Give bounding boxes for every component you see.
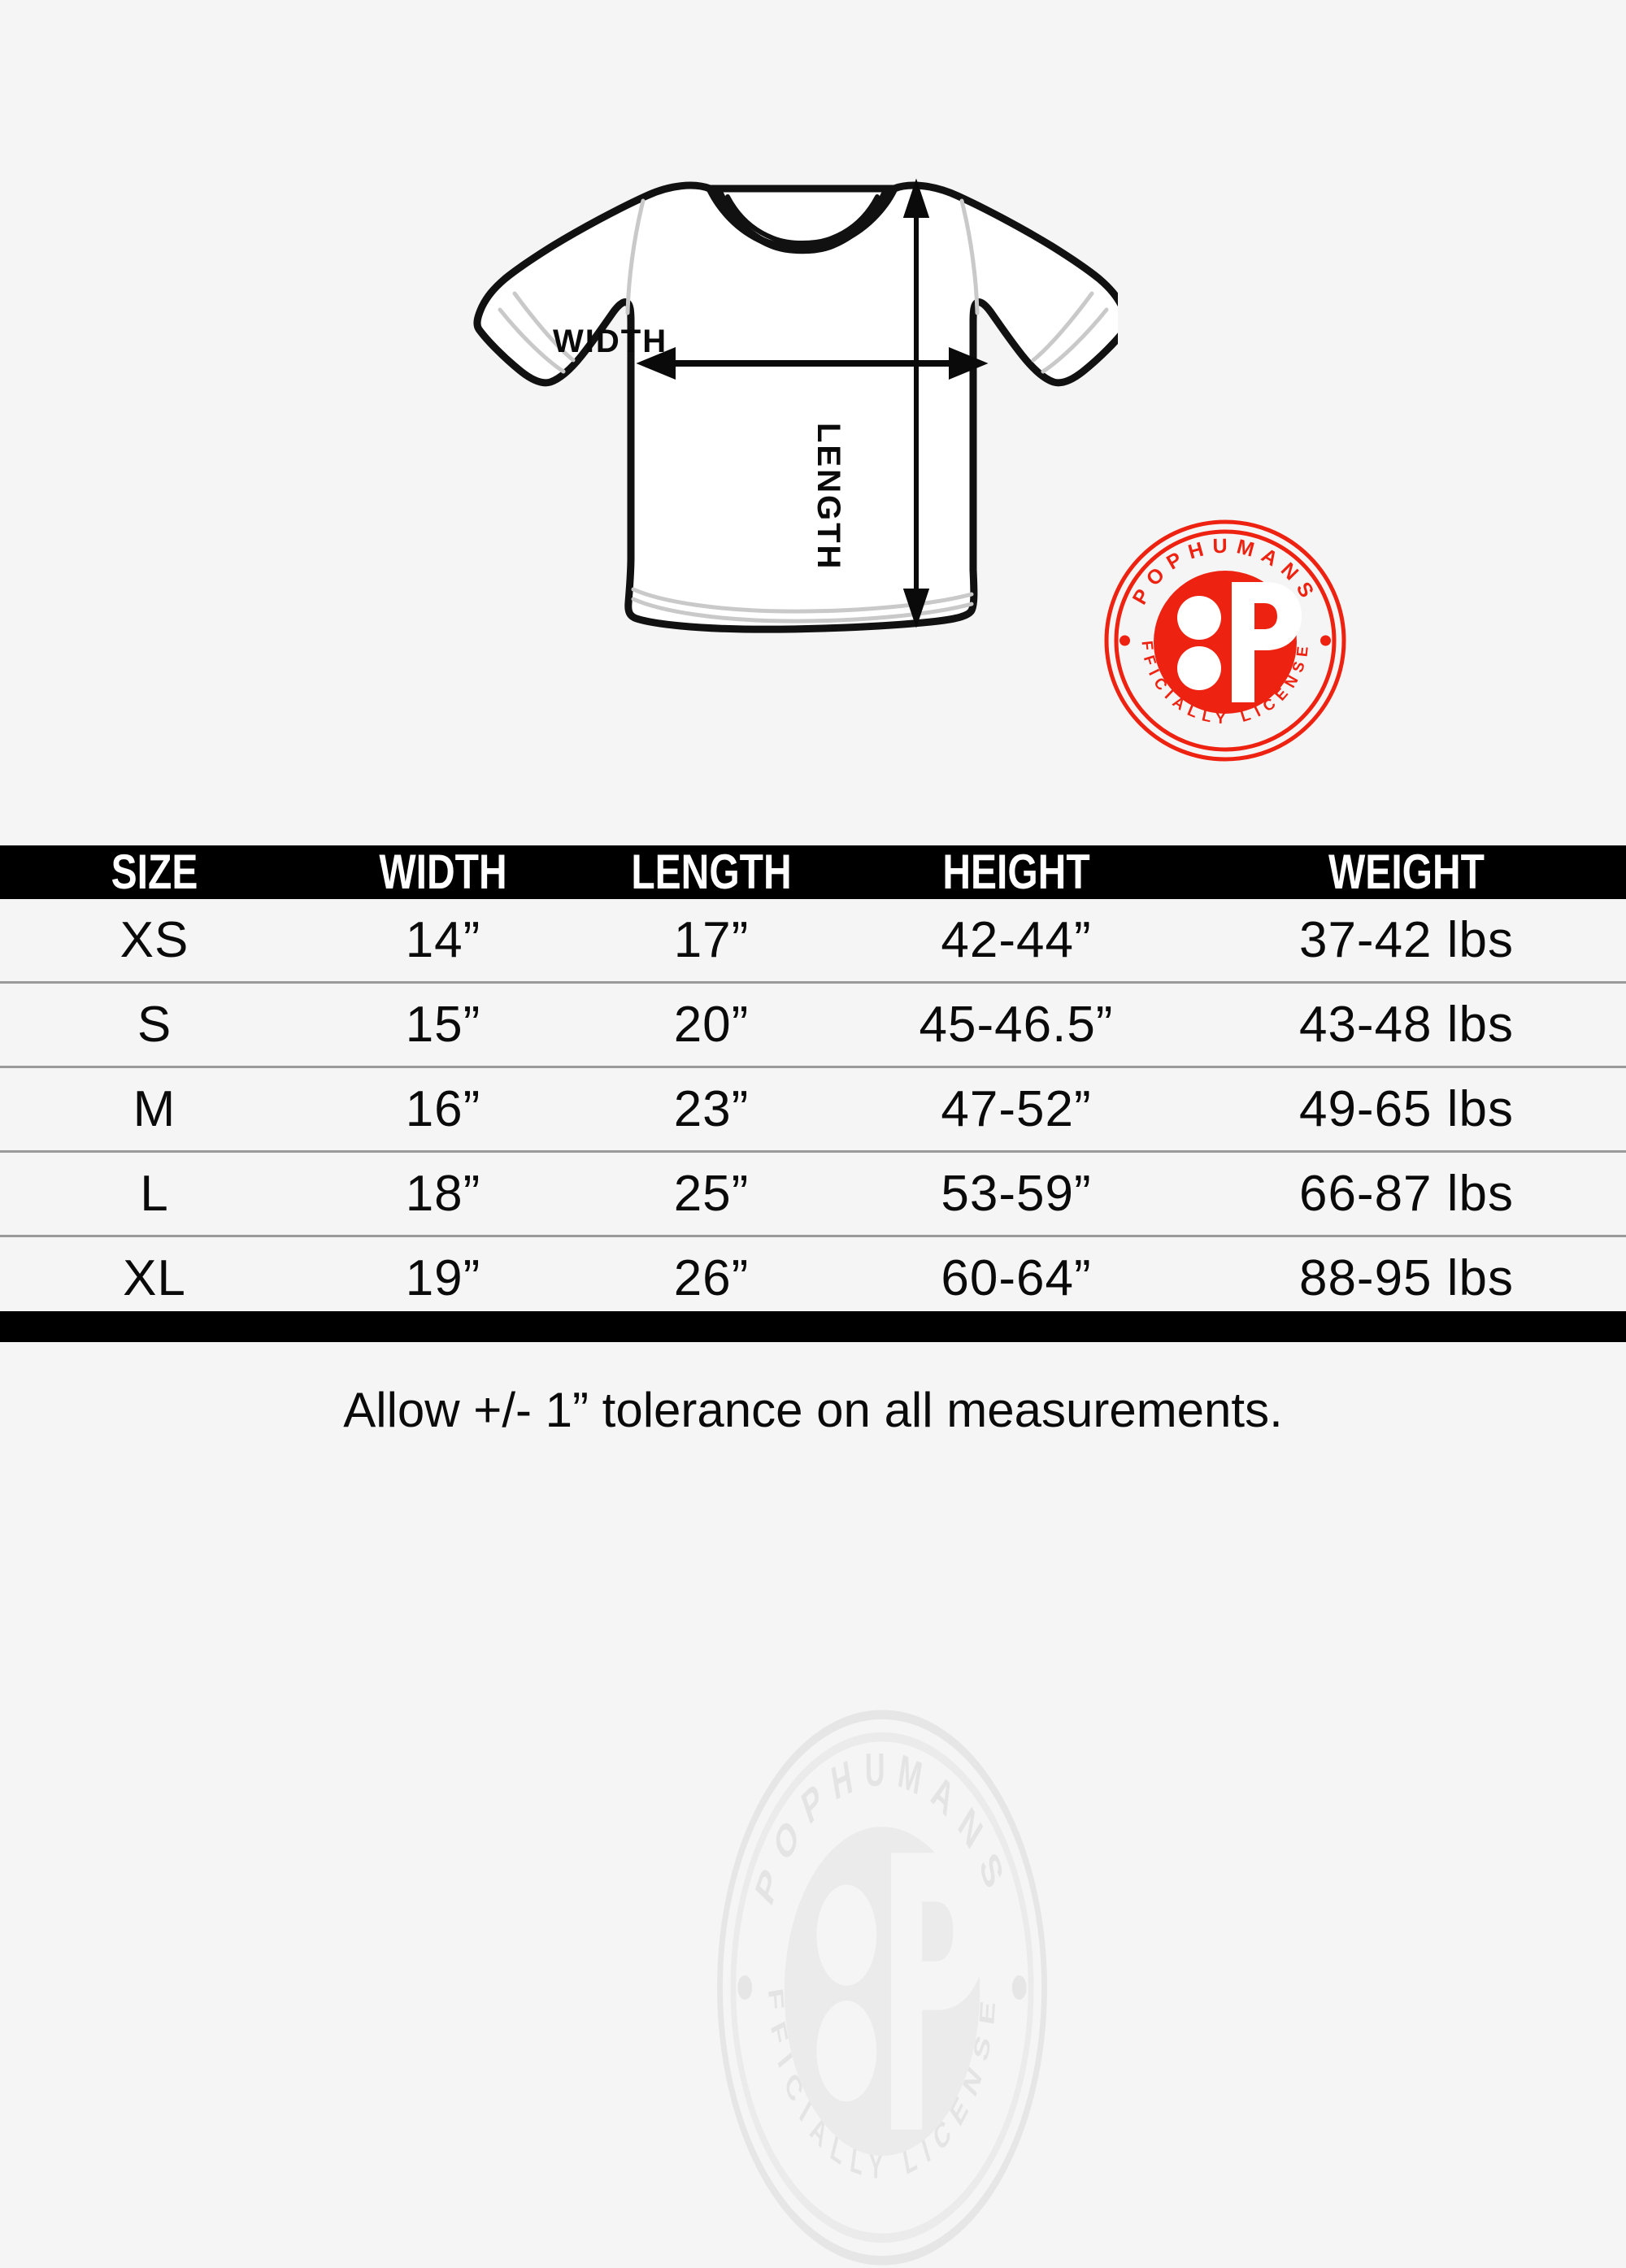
size-chart-table-container: POPHUMANS OFFICIALLY LICENSED SIZE WIDTH…	[0, 845, 1626, 2266]
logo-dot-left	[1120, 635, 1130, 646]
table-body: XS 14” 17” 42-44” 37-42 lbs S 15” 20” 45…	[0, 899, 1626, 1319]
watermark-bottom-arc-text: OFFICIALLY LICENSED	[715, 1707, 1001, 2187]
logo-outer-ring	[1104, 519, 1346, 762]
watermark-dot-lower	[816, 2001, 877, 2102]
cell-weight: 37-42 lbs	[1298, 912, 1515, 968]
length-measurement-label: LENGTH	[811, 423, 846, 571]
cell-length: 25”	[577, 1150, 846, 1236]
table-bottom-rule	[0, 1311, 1626, 1342]
cell-length: 26”	[577, 1235, 846, 1319]
cell-weight: 43-48 lbs	[1187, 981, 1626, 1067]
cell-width: 19”	[309, 1235, 577, 1319]
cell-height: 45-46.5”	[846, 981, 1187, 1067]
table-row: S 15” 20” 45-46.5” 43-48 lbs	[0, 981, 1626, 1067]
cell-length: 20”	[577, 981, 846, 1067]
cell-width: 16”	[309, 1066, 577, 1152]
size-chart-table: SIZE WIDTH LENGTH HEIGHT WEIGHT XS 14” 1…	[0, 845, 1626, 1319]
watermark-center-disc	[784, 1827, 980, 2156]
cell-length: 23”	[577, 1066, 846, 1152]
cell-width: 18”	[309, 1150, 577, 1236]
pophumans-watermark: POPHUMANS OFFICIALLY LICENSED	[715, 1707, 1047, 2266]
cell-weight: 49-65 lbs	[1187, 1066, 1626, 1152]
cell-length: 17”	[673, 912, 750, 968]
column-header-weight: WEIGHT	[1328, 845, 1485, 899]
table-row: XL 19” 26” 60-64” 88-95 lbs	[0, 1235, 1626, 1319]
pophumans-logo: POPHUMANS OFFICIALLY LICENSED	[1103, 519, 1346, 762]
illustration-area: WIDTH LENGTH POPHUMANS OFFICIALLY LICENS…	[0, 0, 1626, 845]
cell-size: S	[0, 981, 309, 1067]
width-measurement-label: WIDTH	[553, 324, 668, 359]
table-row: M 16” 23” 47-52” 49-65 lbs	[0, 1066, 1626, 1152]
cell-height: 42-44”	[941, 912, 1092, 968]
watermark-monogram-p	[890, 1853, 987, 2130]
cell-width: 14”	[405, 912, 481, 968]
logo-monogram-p	[1232, 582, 1302, 702]
cell-height: 60-64”	[846, 1235, 1187, 1319]
cell-size: L	[0, 1150, 309, 1236]
cell-size: M	[0, 1066, 309, 1152]
tshirt-illustration	[473, 178, 1118, 633]
cell-weight: 88-95 lbs	[1187, 1235, 1626, 1319]
watermark-dot-right	[1011, 1975, 1027, 2000]
logo-dot-right	[1320, 635, 1331, 646]
table-row: XS 14” 17” 42-44” 37-42 lbs	[0, 899, 1626, 983]
watermark-dot-upper	[816, 1884, 877, 1986]
logo-dot-lower	[1177, 646, 1221, 690]
cell-weight: 66-87 lbs	[1187, 1150, 1626, 1236]
cell-width: 15”	[309, 981, 577, 1067]
tolerance-note: Allow +/- 1” tolerance on all measuremen…	[343, 1383, 1283, 1437]
column-header-length: LENGTH	[631, 845, 792, 899]
cell-size: XS	[120, 912, 189, 968]
watermark-outer-ring	[717, 1710, 1047, 2266]
column-header-size: SIZE	[111, 845, 198, 899]
watermark-inner-ring	[730, 1732, 1034, 2243]
cell-height: 53-59”	[846, 1150, 1187, 1236]
logo-dot-upper	[1177, 596, 1221, 640]
table-row: L 18” 25” 53-59” 66-87 lbs	[0, 1150, 1626, 1236]
table-header-row: SIZE WIDTH LENGTH HEIGHT WEIGHT	[0, 845, 1626, 899]
table-header: SIZE WIDTH LENGTH HEIGHT WEIGHT	[0, 845, 1626, 899]
logo-inner-ring	[1114, 529, 1337, 752]
cell-size: XL	[0, 1235, 309, 1319]
column-header-height: HEIGHT	[942, 845, 1090, 899]
column-header-width: WIDTH	[379, 845, 507, 899]
watermark-dot-left	[737, 1975, 753, 2000]
cell-height: 47-52”	[846, 1066, 1187, 1152]
watermark-top-arc-text: POPHUMANS	[750, 1744, 1015, 1914]
